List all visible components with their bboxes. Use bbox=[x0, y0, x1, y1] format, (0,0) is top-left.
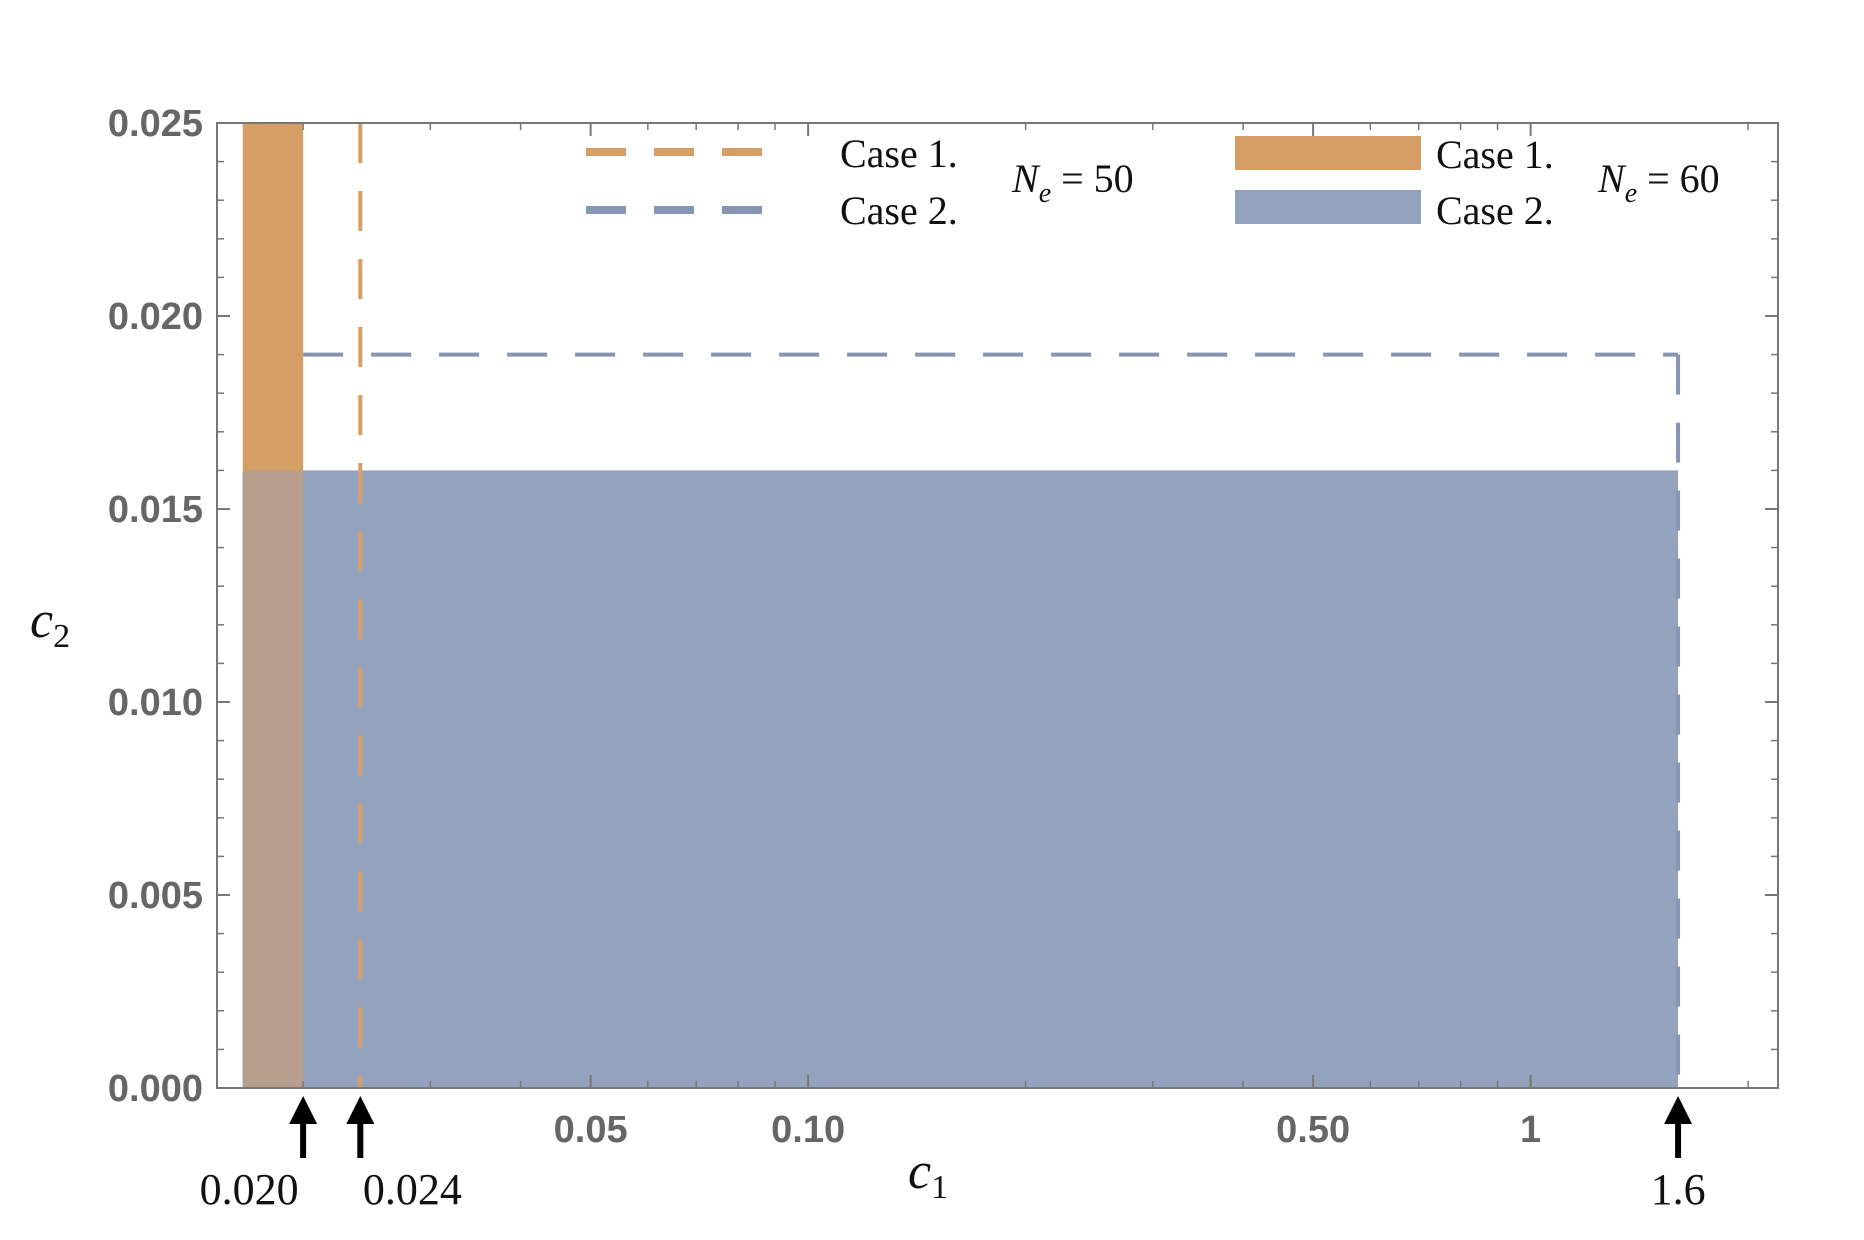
y-tick-label: 0.020 bbox=[108, 296, 203, 338]
y-tick-label: 0.015 bbox=[108, 489, 203, 531]
filled-regions bbox=[242, 123, 1679, 1088]
legend-group-label-ne60: Ne = 60 bbox=[1597, 156, 1720, 209]
marker-label: 1.6 bbox=[1651, 1165, 1706, 1214]
legend-swatch-ne60-case1 bbox=[1235, 136, 1421, 170]
dashed-boundaries bbox=[303, 123, 1681, 1088]
y-tick-label: 0.010 bbox=[108, 682, 203, 724]
legend-group-label-ne50: Ne = 50 bbox=[1011, 156, 1134, 209]
x-axis-ticks: 0.05 0.10 0.50 1 bbox=[302, 123, 1749, 1151]
legend-ne60: Case 1. Case 2. Ne = 60 bbox=[1235, 132, 1720, 233]
y-tick-label: 0.025 bbox=[108, 103, 203, 145]
legend-label-ne60-case2: Case 2. bbox=[1436, 188, 1554, 233]
region-case2-ne60 bbox=[242, 470, 1679, 1088]
y-axis-ticks: 0.000 0.005 0.010 0.015 0.020 0.025 bbox=[108, 103, 1778, 1110]
legend-label-ne60-case1: Case 1. bbox=[1436, 132, 1554, 177]
y-tick-label: 0.000 bbox=[108, 1068, 203, 1110]
marker-arrow-head bbox=[346, 1096, 375, 1124]
x-tick-label: 0.10 bbox=[771, 1109, 845, 1151]
marker-arrow-head bbox=[1664, 1096, 1693, 1124]
y-axis-label: c2 bbox=[30, 592, 70, 655]
x-tick-label: 1 bbox=[1520, 1109, 1541, 1151]
marker-arrow-head bbox=[289, 1096, 318, 1124]
legend-label-ne50-case1: Case 1. bbox=[840, 131, 958, 176]
plot-frame bbox=[216, 122, 1779, 1089]
y-tick-label: 0.005 bbox=[108, 875, 203, 917]
x-axis-label: c1 bbox=[908, 1143, 948, 1206]
legend-swatch-ne60-case2 bbox=[1235, 190, 1421, 224]
region-overlap bbox=[242, 470, 304, 1088]
marker-label: 0.024 bbox=[363, 1165, 462, 1214]
legend-ne50: Case 1. Case 2. Ne = 50 bbox=[586, 131, 1134, 233]
x-tick-label: 0.05 bbox=[554, 1109, 628, 1151]
c1-markers: 0.020 0.024 1.6 bbox=[200, 1096, 1706, 1214]
legend-label-ne50-case2: Case 2. bbox=[840, 188, 958, 233]
x-tick-label: 0.50 bbox=[1276, 1109, 1350, 1151]
marker-label: 0.020 bbox=[200, 1165, 299, 1214]
